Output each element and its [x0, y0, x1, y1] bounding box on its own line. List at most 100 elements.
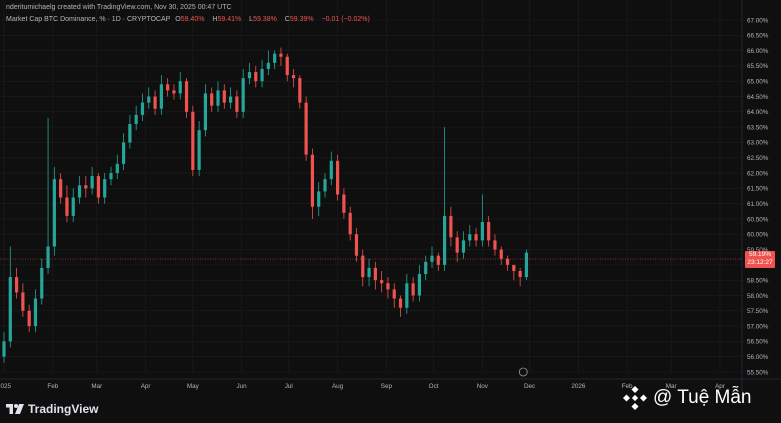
y-tick-label: 56.50% [747, 339, 769, 346]
candle-body [310, 154, 315, 207]
y-tick-label: 65.50% [747, 63, 769, 70]
candle-body [487, 222, 491, 241]
candle-body [172, 90, 176, 94]
candle-body [430, 255, 434, 262]
last-price-label: 59.19% 23:12:27 [745, 251, 775, 269]
candle-body [115, 163, 119, 174]
candle-body [109, 173, 113, 180]
candle-body [210, 93, 214, 106]
candle-body [279, 53, 283, 57]
candle-body [474, 234, 478, 241]
candle-body [405, 283, 409, 308]
candle-body [178, 81, 182, 94]
y-tick-label: 64.50% [747, 94, 769, 101]
candle-body [468, 234, 472, 241]
y-tick-label: 67.00% [747, 17, 769, 24]
ohlc-close: C59.39% [284, 16, 314, 23]
candle-body [329, 160, 333, 180]
candle-body [442, 215, 447, 265]
candle-body [291, 75, 296, 79]
candle-body [285, 56, 289, 76]
x-tick-label: Apr [715, 383, 725, 390]
candle-body [40, 267, 44, 299]
x-tick-label: Oct [429, 383, 439, 390]
chart-credit: nderitumichaelg created with TradingView… [6, 4, 232, 11]
x-tick-label: May [187, 383, 200, 390]
candle-body [505, 258, 510, 265]
candle-body [524, 252, 529, 278]
x-tick-label: Dec [524, 383, 535, 390]
binance-logo-icon [623, 386, 647, 410]
tradingview-brand[interactable]: TradingView [6, 402, 98, 416]
candle-body [14, 277, 19, 293]
x-tick-label: Mar [91, 383, 102, 390]
candle-body [254, 72, 258, 82]
symbol-title: Market Cap BTC Dominance, % · 1D · CRYPT… [6, 16, 171, 23]
y-tick-label: 61.00% [747, 201, 769, 208]
candle-body [121, 142, 126, 164]
x-tick-label: Feb [47, 383, 58, 390]
candle-body [449, 215, 453, 238]
y-tick-label: 62.00% [747, 170, 769, 177]
candle-body [493, 240, 497, 250]
candle-body [398, 298, 403, 308]
x-tick-label: Nov [477, 383, 489, 390]
candle-body [197, 130, 201, 170]
candle-body [77, 185, 82, 198]
last-price-value: 59.19% [748, 251, 772, 259]
candle-body [461, 240, 466, 253]
y-tick-label: 63.00% [747, 140, 769, 147]
candle-body [380, 280, 384, 284]
symbol-legend: Market Cap BTC Dominance, % · 1D · CRYPT… [6, 16, 373, 23]
y-tick-label: 58.50% [747, 277, 769, 284]
candle-body [2, 341, 6, 357]
ohlc-low: L59.38% [249, 16, 277, 23]
candle-body [184, 81, 189, 112]
y-tick-label: 56.00% [747, 354, 769, 361]
candle-body [411, 283, 415, 296]
candle-body [235, 96, 239, 112]
y-tick-label: 61.50% [747, 186, 769, 193]
candle-body [373, 267, 377, 281]
y-tick-label: 59.50% [747, 247, 769, 254]
x-tick-label: Apr [141, 383, 151, 390]
ohlc-change: −0.01 (−0.02%) [321, 16, 370, 23]
x-tick-label: Jun [237, 383, 248, 390]
candle-body [203, 93, 208, 131]
candle-body [191, 111, 195, 170]
candle-body [84, 185, 88, 189]
x-tick-label: Jul [285, 383, 293, 390]
candle-body [96, 176, 101, 198]
ohlc-high: H59.41% [212, 16, 242, 23]
candle-body [103, 179, 107, 198]
candle-body [518, 270, 522, 278]
y-tick-label: 57.00% [747, 323, 769, 330]
candle-body [52, 179, 56, 247]
candle-body [159, 84, 163, 109]
candle-body [361, 255, 365, 278]
candle-body [140, 102, 145, 115]
y-tick-label: 62.50% [747, 155, 769, 162]
tradingview-logo-icon [6, 404, 24, 414]
candle-body [424, 261, 428, 275]
candle-body [342, 194, 346, 213]
candle-body [298, 78, 302, 103]
candle-body [228, 96, 233, 103]
candle-body [59, 179, 63, 198]
x-tick-label: Sep [381, 383, 393, 390]
brand-name: TradingView [28, 402, 99, 416]
ohlc-open: O59.40% [175, 16, 205, 23]
candle-body [367, 267, 371, 278]
y-tick-label: 66.50% [747, 33, 769, 40]
candle-body [153, 96, 157, 109]
x-tick-label: Feb [622, 383, 633, 390]
y-tick-label: 65.00% [747, 79, 769, 86]
candle-body [354, 234, 359, 256]
candle-body [128, 124, 132, 143]
candle-body [216, 90, 220, 106]
candle-body [33, 298, 38, 327]
candle-body [335, 160, 340, 195]
